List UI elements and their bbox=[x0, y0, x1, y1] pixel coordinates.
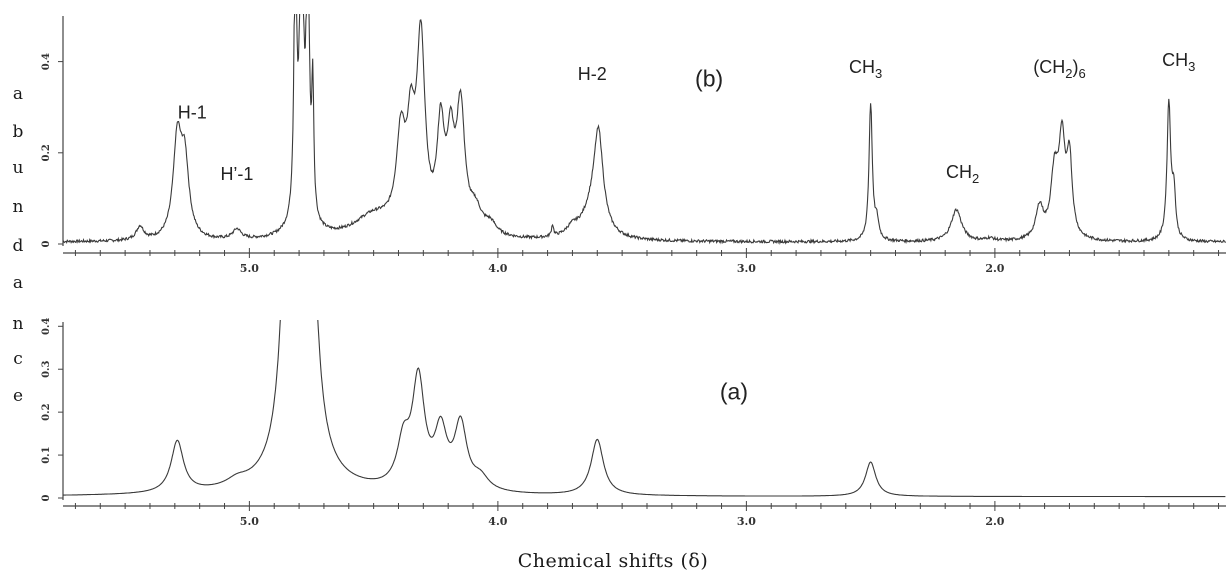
peak-annotation: H-1 bbox=[178, 103, 207, 123]
y-tick-label: 0.2 bbox=[41, 144, 52, 161]
x-tick-label: 4.0 bbox=[488, 515, 507, 528]
panel-label: (b) bbox=[695, 66, 723, 92]
spectrum-trace bbox=[63, 14, 1226, 245]
x-axis-title: Chemical shifts (δ) bbox=[517, 550, 709, 572]
y-label-letter: d bbox=[12, 236, 24, 256]
peak-annotation: H-2 bbox=[578, 64, 607, 84]
y-label-letter: c bbox=[13, 349, 23, 369]
y-tick-label: 0.3 bbox=[41, 360, 52, 377]
y-label-letter: e bbox=[12, 386, 24, 406]
x-tick-label: 3.0 bbox=[737, 262, 756, 275]
y-tick-label: 0 bbox=[41, 240, 52, 247]
x-tick-label: 2.0 bbox=[985, 515, 1004, 528]
x-tick-label: 2.0 bbox=[985, 262, 1004, 275]
panel-label: (a) bbox=[720, 378, 748, 404]
spectrum-trace bbox=[63, 320, 1226, 498]
panel-a: 0 0.1 0.2 0.3 0.4 5.0 4.0 3.0 2.0 (a) bbox=[41, 318, 1226, 528]
y-tick-label: 0 bbox=[41, 494, 52, 501]
peak-annotation: (CH2)6 bbox=[1033, 57, 1085, 81]
y-tick-label: 0.1 bbox=[41, 446, 52, 463]
panel-b: 00.20.45.04.03.02.0H-1H’-1H’-2, H-3,4,5,… bbox=[41, 14, 1226, 275]
y-label-letter: u bbox=[12, 158, 24, 178]
y-tick-label: 0.4 bbox=[41, 53, 52, 70]
y-tick-label: 0.4 bbox=[41, 318, 52, 335]
y-label-letter: n bbox=[12, 197, 24, 217]
peak-annotation: H’-1 bbox=[220, 164, 253, 184]
x-tick-label: 5.0 bbox=[240, 515, 259, 528]
y-label-letter: b bbox=[12, 122, 24, 142]
peak-annotation: CH3 bbox=[849, 57, 882, 81]
y-label-letter: a bbox=[12, 273, 24, 293]
x-tick-label: 3.0 bbox=[737, 515, 756, 528]
x-tick-label: 5.0 bbox=[240, 262, 259, 275]
peak-annotation: CH3 bbox=[1162, 50, 1195, 74]
peak-annotation: CH2 bbox=[946, 162, 979, 186]
x-tick-label: 4.0 bbox=[488, 262, 507, 275]
y-label-letter: n bbox=[12, 314, 24, 334]
y-tick-label: 0.2 bbox=[41, 403, 52, 420]
y-label-letter: a bbox=[12, 84, 24, 104]
